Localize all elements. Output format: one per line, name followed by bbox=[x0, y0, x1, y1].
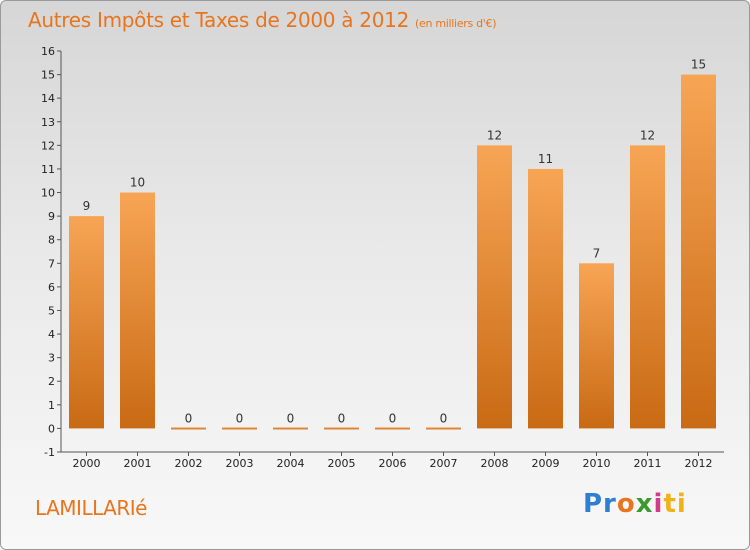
x-tick-label: 2008 bbox=[481, 457, 509, 470]
y-tick-label: 12 bbox=[41, 139, 55, 152]
logo-part-4: i bbox=[653, 489, 664, 519]
data-label-2000: 9 bbox=[83, 199, 91, 213]
bar-2005 bbox=[324, 427, 359, 430]
data-label-2006: 0 bbox=[389, 411, 397, 425]
bar-2012 bbox=[681, 74, 716, 429]
y-tick-label: 8 bbox=[48, 234, 55, 247]
x-tick-label: 2006 bbox=[379, 457, 407, 470]
x-tick-label: 2012 bbox=[685, 457, 713, 470]
y-tick-label: 16 bbox=[41, 45, 55, 58]
proxiti-logo: Proxiti bbox=[583, 489, 687, 519]
y-tick-label: 5 bbox=[48, 304, 55, 317]
chart-unit: (en milliers d'€) bbox=[415, 17, 497, 30]
bar-2006 bbox=[375, 427, 410, 430]
y-tick-label: 0 bbox=[48, 422, 55, 435]
data-label-2011: 12 bbox=[640, 128, 655, 142]
y-tick-label: 14 bbox=[41, 92, 55, 105]
logo-part-3: x bbox=[635, 489, 654, 519]
data-label-2009: 11 bbox=[538, 152, 553, 166]
y-tick-label: 1 bbox=[48, 399, 55, 412]
data-label-2002: 0 bbox=[185, 411, 193, 425]
data-label-2010: 7 bbox=[593, 246, 601, 260]
bar-2000 bbox=[69, 216, 104, 429]
data-label-2008: 12 bbox=[487, 128, 502, 142]
x-tick-label: 2009 bbox=[532, 457, 560, 470]
logo-part-2: o bbox=[616, 489, 636, 519]
bar-layer bbox=[69, 74, 716, 430]
bar-2003 bbox=[222, 427, 257, 430]
y-tick-label: 15 bbox=[41, 69, 55, 82]
bar-2011 bbox=[630, 145, 665, 429]
y-tick-label: -1 bbox=[44, 446, 55, 459]
x-tick-label: 2000 bbox=[73, 457, 101, 470]
x-tick-label: 2002 bbox=[175, 457, 203, 470]
bar-2009 bbox=[528, 168, 563, 429]
data-label-2004: 0 bbox=[287, 411, 295, 425]
commune-name: LAMILLARIé bbox=[35, 496, 147, 520]
x-tick-label: 2004 bbox=[277, 457, 305, 470]
y-tick-label: 3 bbox=[48, 352, 55, 365]
chart-title: Autres Impôts et Taxes de 2000 à 2012 (en… bbox=[28, 8, 496, 32]
data-label-2007: 0 bbox=[440, 411, 448, 425]
data-label-2005: 0 bbox=[338, 411, 346, 425]
chart-title-text: Autres Impôts et Taxes de 2000 à 2012 bbox=[28, 8, 409, 32]
y-tick-label: 6 bbox=[48, 281, 55, 294]
data-label-2003: 0 bbox=[236, 411, 244, 425]
x-tick-label: 2005 bbox=[328, 457, 356, 470]
y-tick-label: 2 bbox=[48, 375, 55, 388]
logo-part-1: Pr bbox=[583, 489, 617, 519]
data-label-2012: 15 bbox=[691, 58, 706, 72]
bar-2004 bbox=[273, 427, 308, 430]
y-tick-label: 11 bbox=[41, 163, 55, 176]
data-label-2001: 10 bbox=[130, 176, 145, 190]
x-tick-label: 2011 bbox=[634, 457, 662, 470]
logo-part-5: ti bbox=[663, 489, 687, 519]
bar-2010 bbox=[579, 263, 614, 429]
x-tick-label: 2001 bbox=[124, 457, 152, 470]
y-tick-label: 10 bbox=[41, 187, 55, 200]
bar-2001 bbox=[120, 192, 155, 429]
x-tick-label: 2003 bbox=[226, 457, 254, 470]
bar-2002 bbox=[171, 427, 206, 430]
bar-2008 bbox=[477, 145, 512, 429]
bar-2007 bbox=[426, 427, 461, 430]
x-tick-label: 2007 bbox=[430, 457, 458, 470]
label-layer: 9 10 0 0 0 0 0 0 12 11 7 12 15 bbox=[83, 58, 706, 426]
y-tick-label: 13 bbox=[41, 116, 55, 129]
y-tick-label: 9 bbox=[48, 210, 55, 223]
x-tick-label: 2010 bbox=[583, 457, 611, 470]
y-tick-label: 7 bbox=[48, 257, 55, 270]
y-tick-label: 4 bbox=[48, 328, 55, 341]
